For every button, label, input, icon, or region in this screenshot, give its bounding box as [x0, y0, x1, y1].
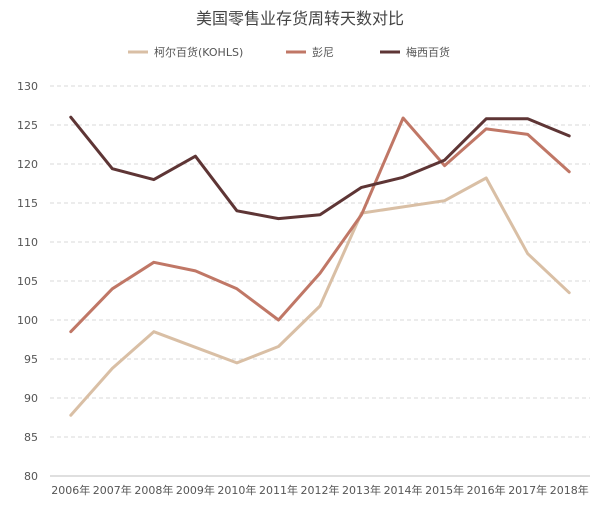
legend-label: 彭尼: [312, 45, 334, 59]
x-tick-label: 2015年: [425, 483, 464, 497]
y-tick-label: 115: [17, 197, 38, 210]
x-axis: 2006年 2007年 2008年 2009年 2010年 2011年 2012年 2013年…: [50, 475, 590, 497]
x-tick-label: 2007年: [93, 483, 132, 497]
chart-title: 美国零售业存货周转天数对比: [196, 9, 404, 28]
y-tick-label: 85: [24, 431, 38, 444]
x-tick-label: 2006年: [51, 483, 90, 497]
y-tick-label: 95: [24, 353, 38, 366]
x-tick-label: 2012年: [301, 483, 340, 497]
series-line: [69, 115, 571, 221]
x-tick-label: 2013年: [342, 483, 381, 497]
y-tick-label: 80: [24, 470, 38, 483]
y-axis: 80 85 90 95 100 105 110 115 120 125 130: [17, 80, 38, 483]
legend-label: 柯尔百货(KOHLS): [154, 45, 243, 59]
x-tick-label: 2009年: [176, 483, 215, 497]
y-tick-label: 100: [17, 314, 38, 327]
x-tick-label: 2008年: [134, 483, 173, 497]
x-tick-label: 2010年: [217, 483, 256, 497]
legend-label: 梅西百货: [406, 45, 450, 59]
legend: 柯尔百货(KOHLS) 彭尼 梅西百货: [128, 45, 450, 59]
series-line: [69, 176, 571, 417]
gridlines: [50, 85, 590, 438]
x-tick-label: 2011年: [259, 483, 298, 497]
y-tick-label: 105: [17, 275, 38, 288]
y-tick-label: 125: [17, 119, 38, 132]
y-tick-label: 130: [17, 80, 38, 93]
y-tick-label: 90: [24, 392, 38, 405]
x-tick-label: 2018年: [550, 483, 589, 497]
y-tick-label: 110: [17, 236, 38, 249]
plot-area: [69, 115, 571, 417]
series-line: [69, 116, 571, 334]
y-tick-label: 120: [17, 158, 38, 171]
x-tick-label: 2016年: [467, 483, 506, 497]
x-tick-label: 2017年: [508, 483, 547, 497]
x-tick-label: 2014年: [384, 483, 423, 497]
